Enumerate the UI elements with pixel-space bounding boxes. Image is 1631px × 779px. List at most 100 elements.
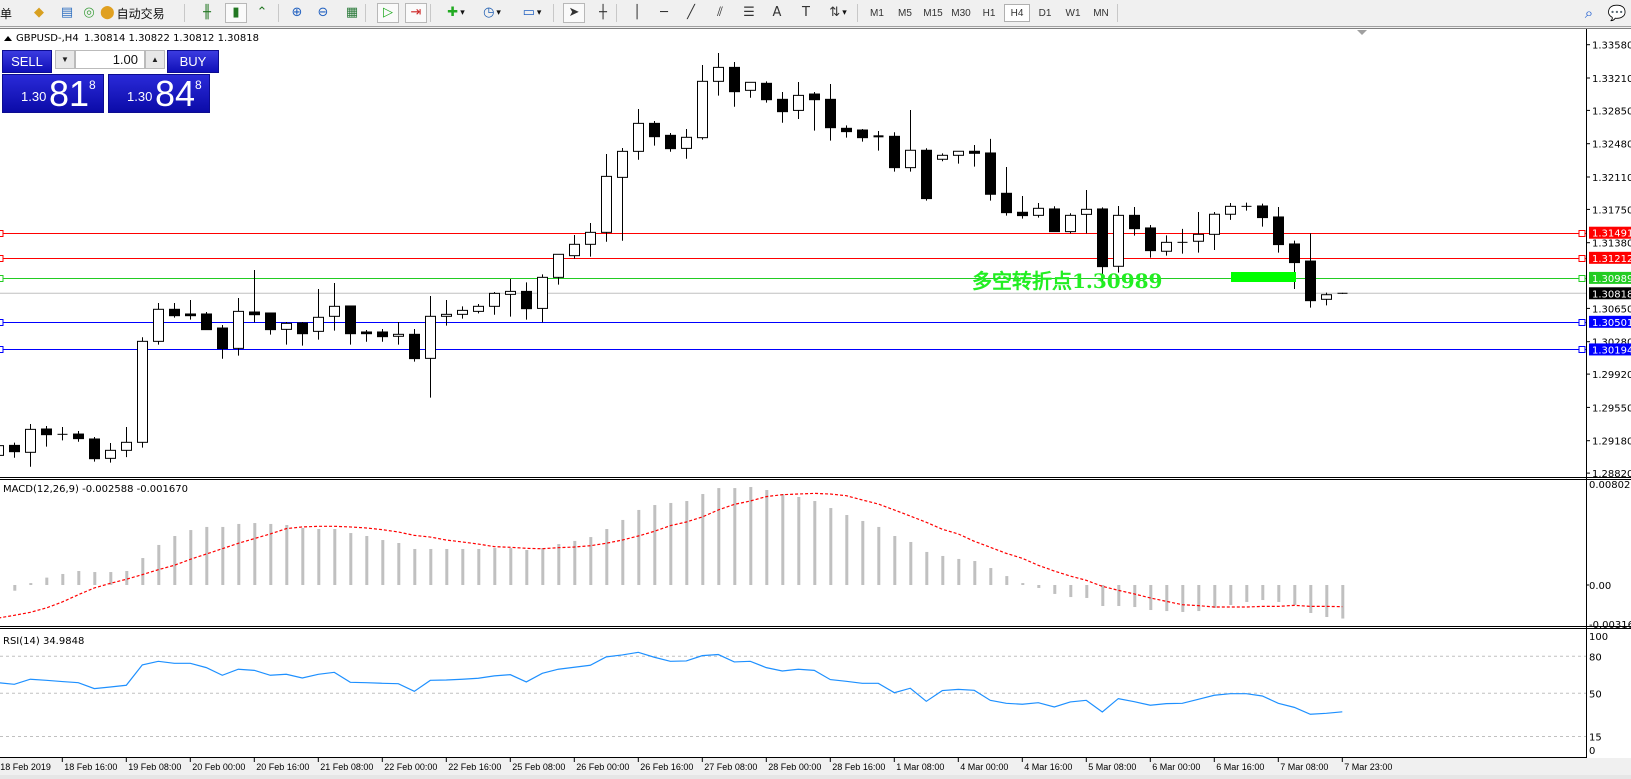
macd-histogram-bar: [525, 550, 529, 585]
arrows-button[interactable]: ⇅ ▾: [822, 3, 854, 23]
line-handle-left[interactable]: [0, 275, 4, 282]
new-order-button[interactable]: 单: [0, 3, 12, 23]
time-tick-label: 5 Mar 08:00: [1088, 762, 1136, 772]
dropdown-arrow-icon[interactable]: ▾: [842, 8, 847, 18]
price-tag: [1589, 251, 1631, 264]
candle-body: [633, 122, 644, 152]
autotrading-button[interactable]: ⬤ 自动交易: [100, 3, 165, 23]
vertical-line-button[interactable]: │: [626, 3, 648, 23]
fibonacci-button[interactable]: ☰: [738, 3, 760, 23]
candle: [953, 150, 964, 164]
lot-decrease-button[interactable]: ▼: [55, 50, 75, 69]
time-tick-label: 26 Feb 16:00: [640, 762, 693, 772]
candle: [473, 303, 484, 314]
timeframe-h4-button[interactable]: H4: [1004, 4, 1030, 22]
candle-body: [1305, 260, 1316, 302]
sell-button[interactable]: SELL: [2, 50, 52, 73]
toolbar-separator: [857, 4, 858, 22]
timeframe-h1-button[interactable]: H1: [982, 7, 996, 19]
line-handle-right[interactable]: [1578, 346, 1586, 353]
timeframe-m30-button[interactable]: M30: [951, 7, 971, 19]
crosshair-button[interactable]: ┼: [592, 3, 614, 23]
indicators-button[interactable]: ✚ ▾: [440, 3, 472, 23]
line-handle-left[interactable]: [0, 255, 4, 262]
candle: [617, 148, 628, 241]
horizontal-line-button[interactable]: ─: [653, 3, 675, 23]
timeframe-m1-button[interactable]: M1: [870, 7, 884, 19]
text-label-button[interactable]: T: [795, 3, 817, 23]
candlestick-chart-button[interactable]: ▮: [225, 3, 247, 23]
timeframe-m5-button[interactable]: M5: [898, 7, 912, 19]
zoom-out-button[interactable]: ⊖: [312, 3, 334, 23]
rsi-axis-label: 15: [1589, 732, 1602, 743]
rsi-panel[interactable]: [0, 651, 1586, 737]
macd-histogram-bar: [1229, 585, 1233, 605]
macd-histogram-bar: [285, 524, 289, 585]
macd-histogram-bar: [1005, 576, 1009, 585]
turning-point-marker[interactable]: [1231, 272, 1296, 282]
buy-price-box[interactable]: 1.30 84 8: [108, 73, 210, 114]
dropdown-arrow-icon[interactable]: ▾: [496, 8, 501, 18]
rsi-axis-label: 80: [1589, 652, 1602, 663]
sell-price-box[interactable]: 1.30 81 8: [2, 73, 104, 114]
macd-histogram-bar: [237, 523, 241, 585]
line-handle-left[interactable]: [0, 346, 4, 353]
chart-shift-button[interactable]: ⇥: [405, 3, 427, 23]
dropdown-arrow-icon[interactable]: ▾: [460, 8, 465, 18]
line-handle-right[interactable]: [1578, 230, 1586, 237]
macd-histogram-bar: [333, 529, 337, 585]
market-watch-button[interactable]: ◆: [28, 3, 50, 23]
tile-windows-button[interactable]: ▦: [341, 3, 363, 23]
lot-increase-button[interactable]: ▲: [145, 50, 165, 69]
indicators-icon: ✚: [447, 5, 459, 20]
candle-body: [457, 309, 468, 315]
one-click-trading-panel: SELL ▼ 1.00 ▲ BUY 1.30 81 8 1.30 84 8: [0, 48, 220, 114]
candle: [937, 153, 948, 162]
navigator-button[interactable]: ▤: [56, 3, 78, 23]
macd-panel[interactable]: [0, 487, 1345, 619]
candle: [1257, 203, 1268, 227]
search-icon[interactable]: ⌕: [1584, 4, 1594, 22]
line-handle-right[interactable]: [1578, 275, 1586, 282]
signals-button[interactable]: ◎: [78, 3, 100, 23]
auto-scroll-button[interactable]: ▷: [377, 3, 399, 23]
buy-price-pips: 84: [155, 73, 196, 114]
crosshair-icon: ┼: [599, 5, 607, 20]
collapse-triangle-icon[interactable]: [4, 36, 12, 41]
macd-histogram-bar: [1277, 585, 1281, 602]
periods-clock-button[interactable]: ◷ ▾: [476, 3, 508, 23]
candle: [681, 129, 692, 159]
candle: [1193, 212, 1204, 253]
chat-icon[interactable]: 💬: [1607, 4, 1627, 22]
dropdown-arrow-icon[interactable]: ▾: [536, 8, 542, 18]
line-handle-right[interactable]: [1578, 255, 1586, 262]
line-handle-right[interactable]: [1578, 319, 1586, 326]
macd-histogram-bar: [573, 540, 577, 585]
line-handle-left[interactable]: [0, 319, 4, 326]
text-button[interactable]: A: [766, 3, 788, 23]
line-handle-left[interactable]: [0, 230, 4, 237]
timeframe-w1-button[interactable]: W1: [1065, 7, 1081, 19]
cursor-button[interactable]: ➤: [563, 3, 585, 23]
trendline-button[interactable]: ╱: [680, 3, 702, 23]
candle: [921, 148, 932, 201]
line-chart-button[interactable]: ⌃: [251, 3, 273, 23]
zoom-in-button[interactable]: ⊕: [286, 3, 308, 23]
macd-histogram-bar: [941, 555, 945, 585]
candle-body: [185, 313, 196, 317]
price-tick-label: 1.33580: [1592, 41, 1631, 52]
chart-window[interactable]: 1.33580 1.33210 1.32850 1.32480 1.32110 1.317…: [0, 27, 1631, 779]
timeframe-m15-button[interactable]: M15: [923, 7, 943, 19]
macd-histogram-bar: [1309, 585, 1313, 613]
templates-button[interactable]: ▭ ▾: [516, 3, 548, 23]
chart-shift-marker-icon[interactable]: [1357, 30, 1367, 35]
lot-size-input[interactable]: 1.00: [75, 50, 145, 69]
timeframe-mn-button[interactable]: MN: [1093, 7, 1109, 19]
price-panel[interactable]: 多空转折点1.30989: [0, 52, 1586, 467]
buy-button[interactable]: BUY: [167, 50, 219, 73]
equidistant-channel-button[interactable]: ⫽: [709, 3, 731, 23]
candle-body: [1225, 205, 1236, 215]
price-tick-label: 1.29180: [1592, 437, 1631, 448]
bar-chart-button[interactable]: ╫: [196, 3, 218, 23]
timeframe-d1-button[interactable]: D1: [1038, 7, 1052, 19]
